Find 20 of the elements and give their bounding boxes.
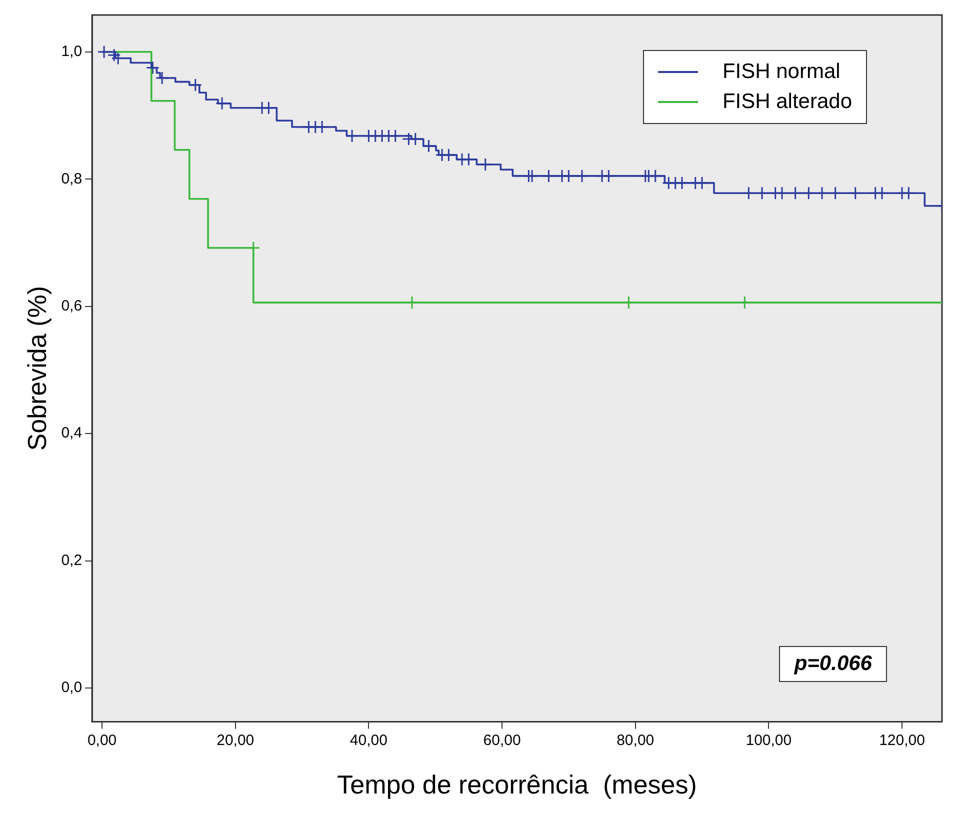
x-tick-label: 120,00 [879, 732, 925, 749]
y-axis-title: Sobrevida (%) [22, 286, 52, 451]
point [146, 61, 160, 75]
x-axis-title: Tempo de recorrência (meses) [337, 770, 697, 800]
y-tick-label: 0,6 [61, 298, 82, 315]
x-tick-label: 100,00 [746, 732, 792, 749]
y-tick-label: 0,4 [61, 424, 82, 442]
y-tick-label: 0,2 [61, 552, 82, 569]
x-tick-label: 60,00 [483, 732, 521, 749]
x-tick-label: 20,00 [216, 732, 254, 749]
legend-label: FISH alterado [722, 90, 852, 114]
x-tick-label: 80,00 [616, 732, 654, 749]
x-tick-label: 0,00 [87, 732, 117, 749]
x-tick-label: 40,00 [350, 732, 388, 749]
annotation: p=0.066 [779, 646, 887, 682]
legend-label: FISH normal [722, 60, 840, 84]
y-tick-label: 0,8 [61, 170, 82, 188]
y-tick-label: 0,0 [61, 679, 82, 696]
y-tick-label: 1,0 [61, 43, 82, 60]
point [107, 48, 121, 62]
